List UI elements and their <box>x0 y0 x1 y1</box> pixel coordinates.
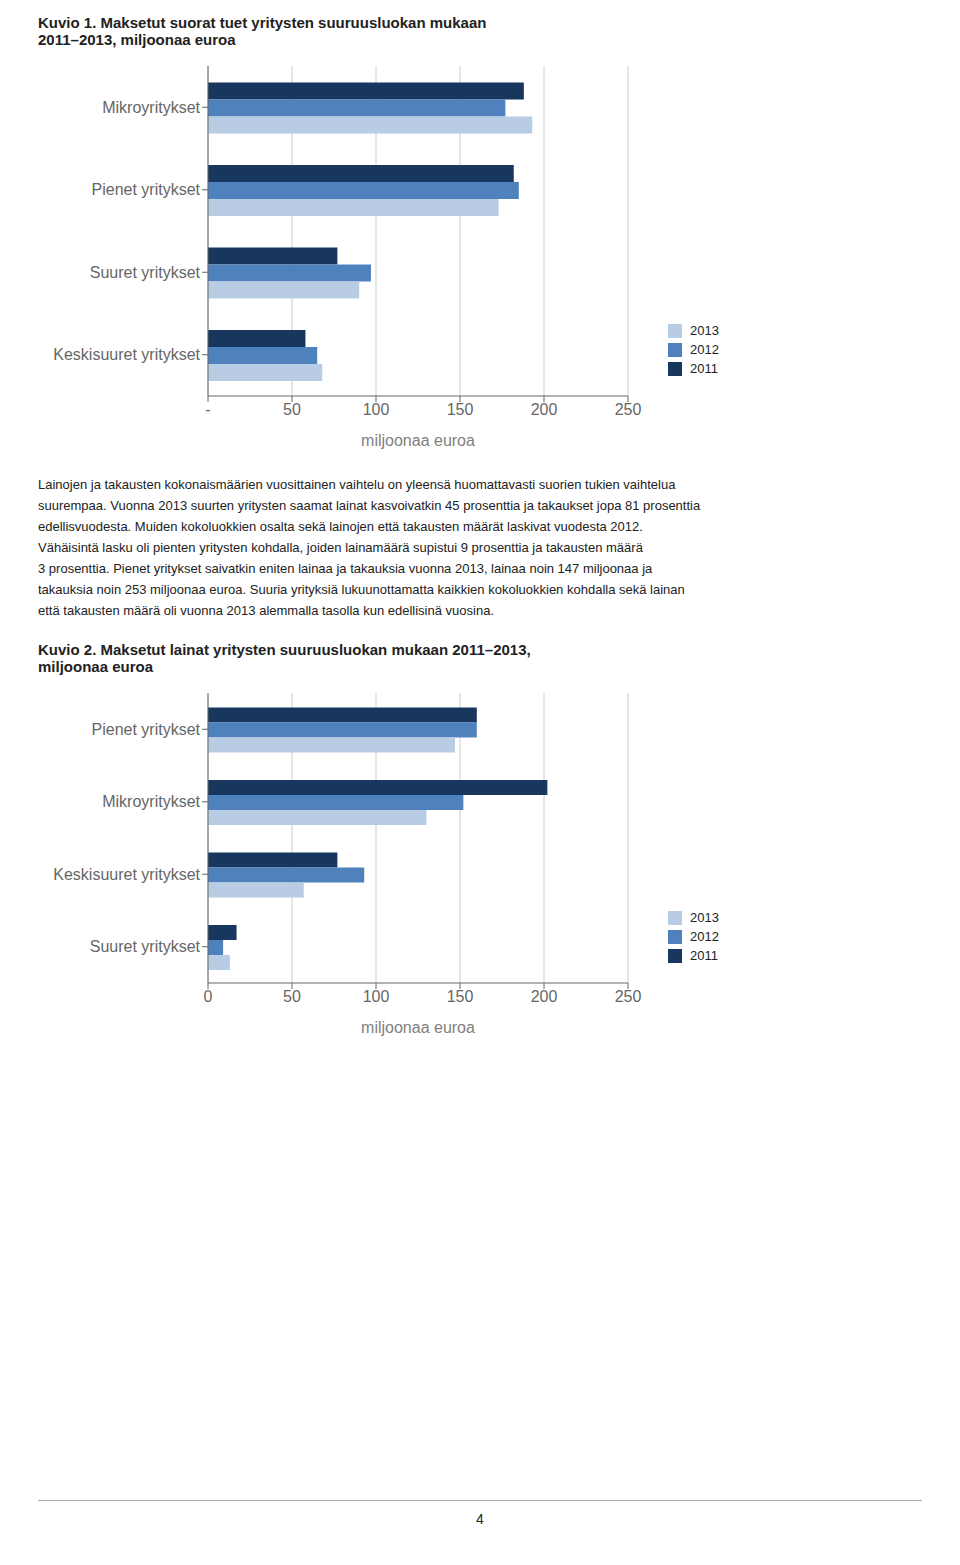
html-text:2011: 2011 <box>690 948 718 963</box>
html-text:4: 4 <box>476 1511 484 1527</box>
svg-text:250: 250 <box>615 988 642 1005</box>
html-text:edellisvuodesta. Muiden kokolu: edellisvuodesta. Muiden kokoluokkien osa… <box>38 519 643 534</box>
svg-text:150: 150 <box>447 401 474 418</box>
html-text:takauksia noin 253 miljoonaa e: takauksia noin 253 miljoonaa euroa. Suur… <box>38 582 685 597</box>
svg-text:-: - <box>205 401 210 418</box>
svg-text:200: 200 <box>531 988 558 1005</box>
html-text:2013: 2013 <box>690 323 719 338</box>
svg-text:miljoonaa euroa: miljoonaa euroa <box>361 432 475 449</box>
svg-text:0: 0 <box>204 988 213 1005</box>
html-text:3 prosenttia. Pienet yritykset: 3 prosenttia. Pienet yritykset saivatkin… <box>38 561 653 576</box>
html-text:Vähäisintä lasku oli pienten y: Vähäisintä lasku oli pienten yritysten k… <box>38 540 643 555</box>
svg-text:Suuret yritykset: Suuret yritykset <box>90 264 201 281</box>
svg-text:50: 50 <box>283 988 301 1005</box>
svg-text:Mikroyritykset: Mikroyritykset <box>102 793 200 810</box>
svg-text:200: 200 <box>531 401 558 418</box>
svg-text:miljoonaa euroa: miljoonaa euroa <box>361 1019 475 1036</box>
html-text:2012: 2012 <box>690 929 719 944</box>
svg-text:Pienet yritykset: Pienet yritykset <box>92 721 201 738</box>
svg-text:Keskisuuret yritykset: Keskisuuret yritykset <box>53 346 200 363</box>
svg-text:Suuret yritykset: Suuret yritykset <box>90 938 201 955</box>
svg-text:50: 50 <box>283 401 301 418</box>
html-text:suurempaa. Vuonna 2013 suurten: suurempaa. Vuonna 2013 suurten yritysten… <box>38 498 701 513</box>
svg-text:100: 100 <box>363 988 390 1005</box>
svg-text:Pienet yritykset: Pienet yritykset <box>92 181 201 198</box>
html-text:2012: 2012 <box>690 342 719 357</box>
html-text:Lainojen ja takausten kokonais: Lainojen ja takausten kokonaismäärien vu… <box>38 477 676 492</box>
svg-text:250: 250 <box>615 401 642 418</box>
html-text:että takausten määrä oli vuonn: että takausten määrä oli vuonna 2013 ale… <box>38 603 494 618</box>
html-text:Kuvio 2. Maksetut lainat yrity: Kuvio 2. Maksetut lainat yritysten suuru… <box>38 641 531 675</box>
html-text:Kuvio 1. Maksetut suorat tuet: Kuvio 1. Maksetut suorat tuet yritysten … <box>38 14 487 48</box>
svg-text:Mikroyritykset: Mikroyritykset <box>102 99 200 116</box>
svg-text:Keskisuuret yritykset: Keskisuuret yritykset <box>53 866 200 883</box>
svg-text:150: 150 <box>447 988 474 1005</box>
html-text:2013: 2013 <box>690 910 719 925</box>
svg-text:100: 100 <box>363 401 390 418</box>
html-text:2011: 2011 <box>690 361 718 376</box>
